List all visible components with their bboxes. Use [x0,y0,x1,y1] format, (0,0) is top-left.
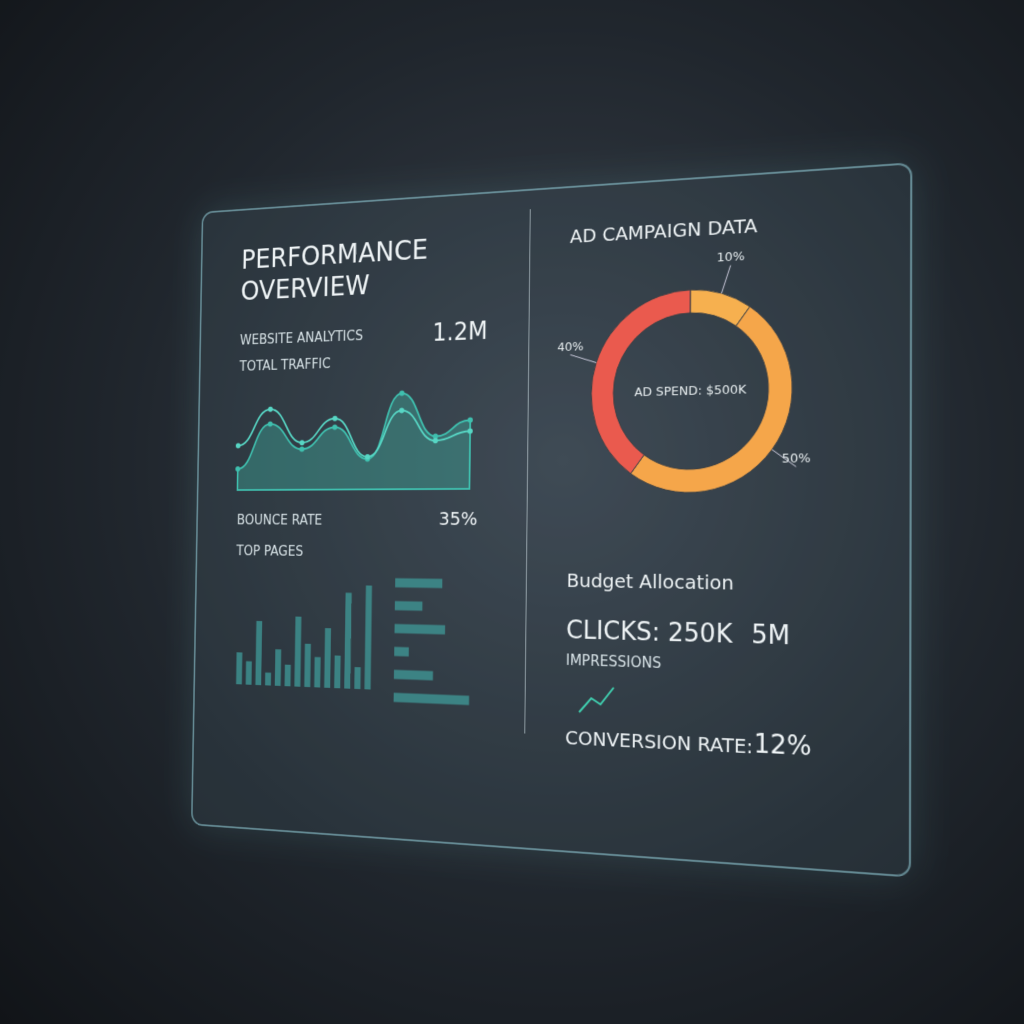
slice-label: 50% [782,450,811,466]
traffic-point [299,439,305,446]
page-hbar [395,578,443,589]
donut-slice [630,305,792,493]
donut-slice [690,287,750,328]
slice-label: 40% [557,339,583,354]
page-bar [255,620,263,686]
charts: 10% 50% 40% AD SPEND: $500K [193,248,811,875]
page-hbar [393,669,434,681]
page-hbar [394,601,423,611]
page-bar [245,661,252,685]
slice-label: 10% [717,248,745,264]
page-hbar [394,623,446,635]
traffic-point [267,406,273,413]
traffic-point [467,417,473,423]
donut-center-label: AD SPEND: $500K [634,381,747,399]
trend-icon [579,686,614,713]
page-bar [265,672,272,686]
page-bar [364,585,373,690]
page-bar [344,592,352,689]
label-leader [721,265,730,293]
page-bar [334,655,341,689]
page-bar [314,656,321,688]
page-hbar [394,646,409,657]
traffic-area [237,391,470,490]
page-bar [294,616,302,687]
traffic-point [235,443,241,449]
glass-panel: PERFORMANCE OVERVIEW WEBSITE ANALYTICS T… [190,162,913,878]
label-leader [570,354,596,364]
page-bar [304,643,311,688]
page-bar [236,652,243,685]
page-bar [274,649,282,686]
donut-slice [591,290,691,474]
page-bar [284,664,291,687]
traffic-point [332,415,338,422]
page-hbar [393,692,470,706]
page-bar [324,628,332,688]
page-bar [354,667,361,690]
